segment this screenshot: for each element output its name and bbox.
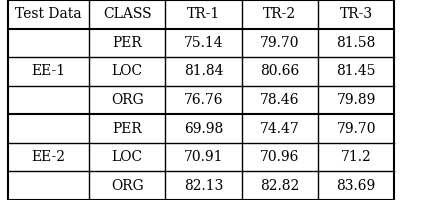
Text: 79.70: 79.70 bbox=[336, 122, 376, 136]
Text: 79.70: 79.70 bbox=[260, 36, 300, 50]
Text: ORG: ORG bbox=[111, 93, 144, 107]
Text: 81.45: 81.45 bbox=[336, 64, 376, 78]
Text: TR-2: TR-2 bbox=[263, 7, 296, 21]
Text: 75.14: 75.14 bbox=[184, 36, 223, 50]
Text: 81.84: 81.84 bbox=[184, 64, 223, 78]
Text: PER: PER bbox=[112, 36, 142, 50]
Text: 80.66: 80.66 bbox=[260, 64, 299, 78]
Text: PER: PER bbox=[112, 122, 142, 136]
Text: 71.2: 71.2 bbox=[341, 150, 371, 164]
Text: LOC: LOC bbox=[112, 64, 143, 78]
Text: 78.46: 78.46 bbox=[260, 93, 300, 107]
Text: TR-1: TR-1 bbox=[187, 7, 220, 21]
Text: ORG: ORG bbox=[111, 179, 144, 193]
Text: 74.47: 74.47 bbox=[260, 122, 300, 136]
Text: CLASS: CLASS bbox=[103, 7, 151, 21]
Text: 79.89: 79.89 bbox=[337, 93, 376, 107]
Text: 70.96: 70.96 bbox=[260, 150, 299, 164]
Text: LOC: LOC bbox=[112, 150, 143, 164]
Text: 76.76: 76.76 bbox=[184, 93, 223, 107]
Text: Test Data: Test Data bbox=[15, 7, 82, 21]
Text: 82.82: 82.82 bbox=[260, 179, 299, 193]
Text: 81.58: 81.58 bbox=[337, 36, 376, 50]
Text: TR-3: TR-3 bbox=[340, 7, 373, 21]
Text: 70.91: 70.91 bbox=[184, 150, 223, 164]
Text: 83.69: 83.69 bbox=[337, 179, 376, 193]
Text: EE-1: EE-1 bbox=[32, 64, 66, 78]
Text: 69.98: 69.98 bbox=[184, 122, 223, 136]
Text: 82.13: 82.13 bbox=[184, 179, 223, 193]
Text: EE-2: EE-2 bbox=[32, 150, 66, 164]
